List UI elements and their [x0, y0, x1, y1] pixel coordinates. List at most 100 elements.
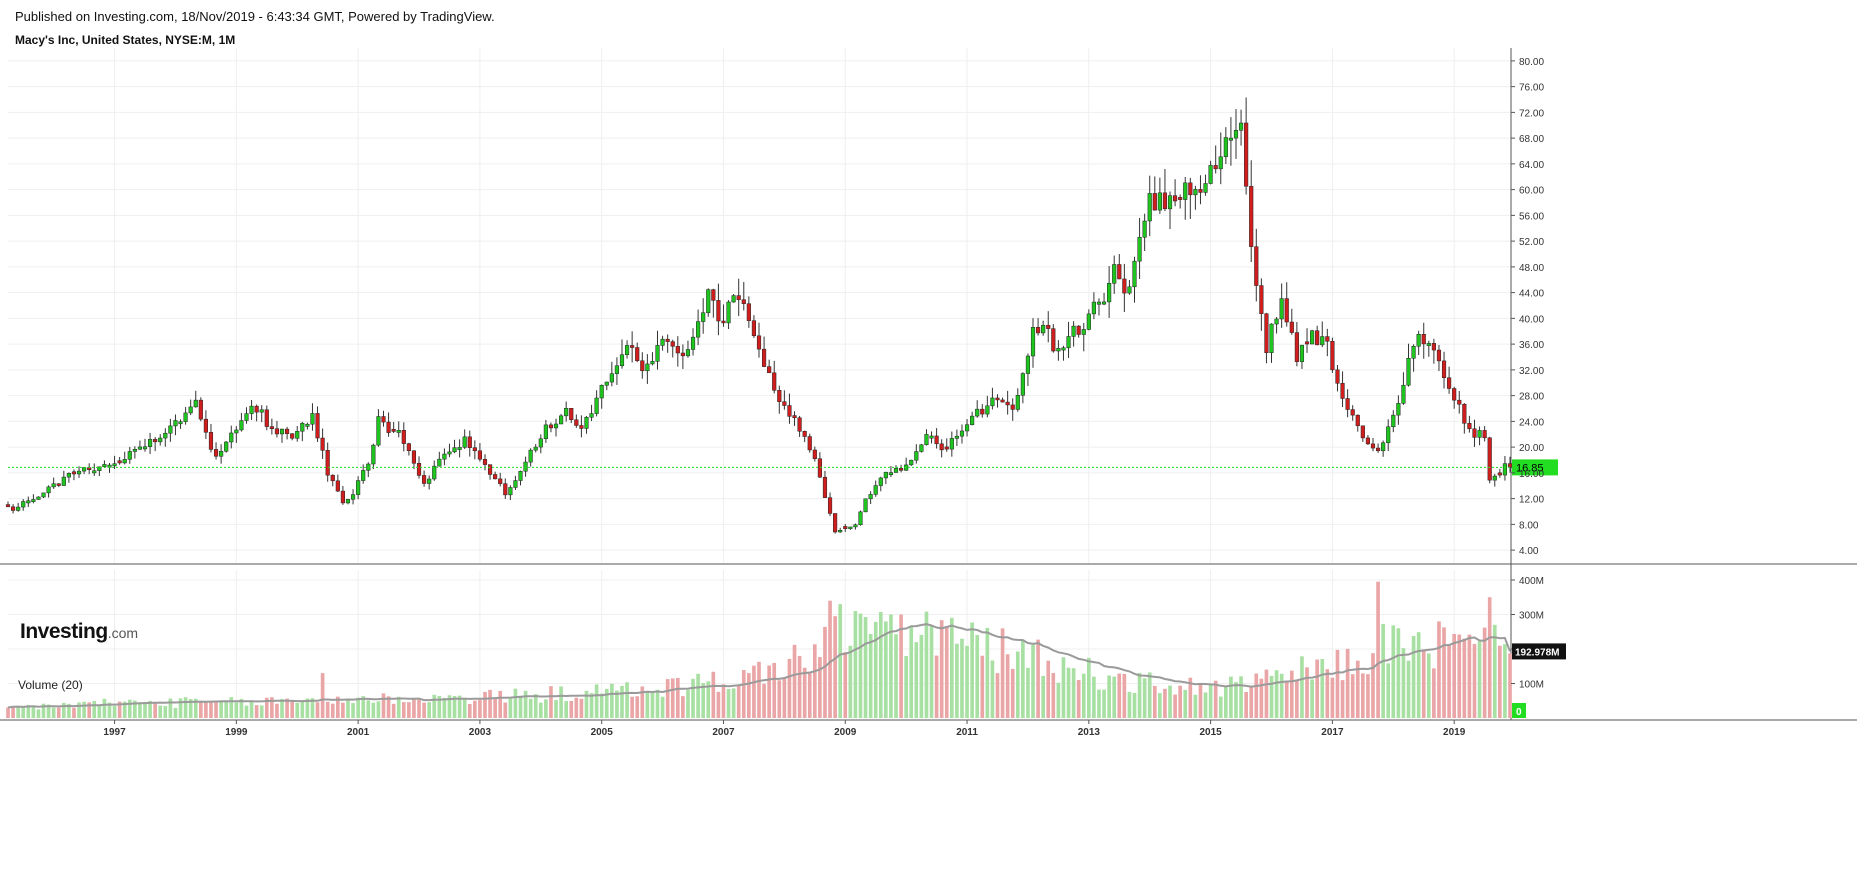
price-tick-label: 28.00 [1519, 392, 1544, 403]
candle-body [472, 447, 477, 452]
candle-body [1238, 122, 1244, 131]
volume-bar [391, 703, 396, 718]
time-tick-label: 2009 [834, 727, 857, 738]
volume-bar [604, 688, 609, 718]
candle-body [1416, 333, 1421, 347]
volume-bar [122, 701, 127, 718]
candle-body [310, 413, 315, 425]
candle-body [685, 349, 691, 357]
volume-bar [782, 677, 787, 718]
candle-body [376, 416, 381, 446]
volume-bar [188, 699, 193, 718]
volume-bar [1487, 597, 1492, 718]
candle-body [1132, 260, 1137, 288]
volume-bar [1213, 680, 1218, 718]
candle-body [995, 397, 1000, 401]
candle-body [102, 464, 107, 468]
candle-body [137, 446, 143, 450]
candle-body [1462, 403, 1467, 424]
candle-body [356, 480, 361, 495]
candle-body [964, 424, 970, 432]
candle-body [680, 352, 685, 357]
volume-bar [630, 696, 634, 718]
candle-body [239, 420, 244, 431]
volume-bar [117, 701, 122, 718]
volume-ma-line [7, 623, 1511, 709]
candle-body [1137, 236, 1142, 262]
volume-bar [873, 621, 878, 718]
candle-body [163, 432, 168, 439]
candle-body [1279, 298, 1284, 320]
candle-body [594, 397, 599, 414]
candle-body [630, 345, 635, 348]
candle-body [320, 437, 325, 451]
candle-body [1218, 156, 1223, 170]
candle-body [650, 361, 655, 365]
volume-bar [721, 684, 726, 718]
volume-bar [163, 706, 168, 718]
volume-bar [1350, 674, 1355, 718]
candle-body [290, 433, 295, 439]
volume-bar [716, 691, 721, 718]
volume-bar [1264, 669, 1269, 718]
candle-body [767, 366, 772, 374]
volume-bar [366, 700, 371, 718]
candle-body [279, 428, 285, 435]
volume-bar [1355, 660, 1360, 718]
volume-bar [437, 695, 442, 718]
candle-body [244, 413, 249, 421]
volume-bar [686, 689, 690, 718]
volume-bar [848, 645, 853, 718]
volume-bar [762, 683, 766, 718]
candle-body [675, 346, 680, 354]
candle-body [863, 498, 868, 513]
candle-body [503, 483, 508, 496]
volume-bar [1112, 676, 1117, 718]
candle-body [564, 407, 569, 417]
candle-body [1122, 278, 1127, 294]
volume-bar [579, 698, 584, 718]
candle-body [1386, 426, 1391, 444]
price-tick-label: 56.00 [1519, 211, 1544, 222]
volume-bar [772, 662, 777, 718]
candle-body [868, 494, 873, 500]
candle-body [1051, 328, 1056, 352]
candle-body [1152, 193, 1157, 211]
volume-bar [1335, 649, 1340, 718]
volume-bar [559, 686, 563, 718]
candle-body [51, 483, 56, 488]
volume-bar [589, 693, 594, 718]
candle-body [381, 416, 386, 423]
volume-bar [1462, 638, 1467, 718]
time-tick-label: 2005 [591, 727, 614, 738]
candle-body [1284, 298, 1289, 323]
candle-body [300, 422, 305, 432]
candle-body [782, 401, 787, 406]
volume-bar [1452, 633, 1457, 718]
volume-bar [843, 652, 848, 718]
candle-body [477, 450, 482, 460]
volume-bar [1188, 677, 1193, 718]
candle-body [112, 463, 117, 467]
volume-bar [264, 697, 269, 718]
volume-bar [635, 696, 640, 718]
volume-bar [1315, 659, 1320, 718]
candle-body [1259, 285, 1264, 314]
volume-bar [143, 702, 147, 718]
candle-body [1162, 192, 1168, 210]
candle-body [1112, 264, 1117, 284]
candle-body [711, 289, 716, 301]
candle-body [1142, 220, 1147, 238]
candle-body [274, 428, 280, 435]
candle-body [797, 417, 802, 432]
candle-body [1360, 425, 1365, 439]
candle-body [1335, 369, 1340, 384]
candle-body [345, 499, 351, 504]
investing-logo: Investing.com [20, 620, 138, 644]
volume-bar [72, 707, 76, 718]
volume-bar [955, 643, 959, 718]
volume-bar [1066, 667, 1071, 718]
volume-bar [87, 702, 92, 718]
